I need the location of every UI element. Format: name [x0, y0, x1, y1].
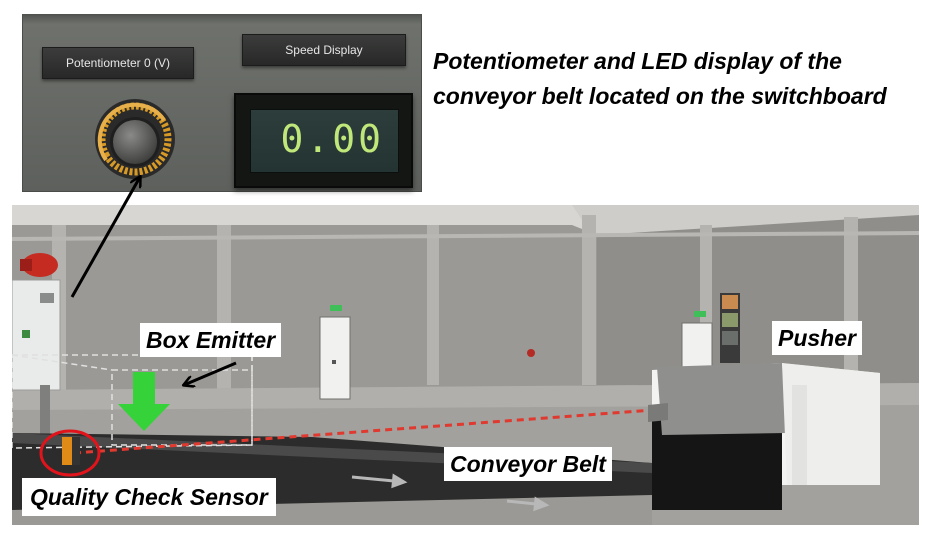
pusher-label: Pusher [772, 321, 862, 355]
box-emitter-label: Box Emitter [140, 323, 282, 357]
arrow-to-panel [70, 177, 140, 298]
quality-check-sensor-label: Quality Check Sensor [22, 478, 276, 516]
potentiometer-knob-icon[interactable] [94, 98, 176, 180]
conveyor-belt-label: Conveyor Belt [444, 447, 612, 481]
panel-shade [22, 14, 422, 24]
panel-caption: Potentiometer and LED display of the con… [433, 48, 887, 109]
switchboard-inset: Potentiometer 0 (V) Speed Display 0.00 [22, 14, 422, 192]
speed-display-label-plate: Speed Display [242, 34, 406, 66]
speed-value: 0.00 [280, 117, 384, 161]
led-screen: 0.00 [250, 109, 399, 173]
potentiometer-label-plate: Potentiometer 0 (V) [42, 47, 194, 79]
arrow-to-emitter [184, 361, 237, 385]
speed-led-display: 0.00 [234, 93, 413, 188]
